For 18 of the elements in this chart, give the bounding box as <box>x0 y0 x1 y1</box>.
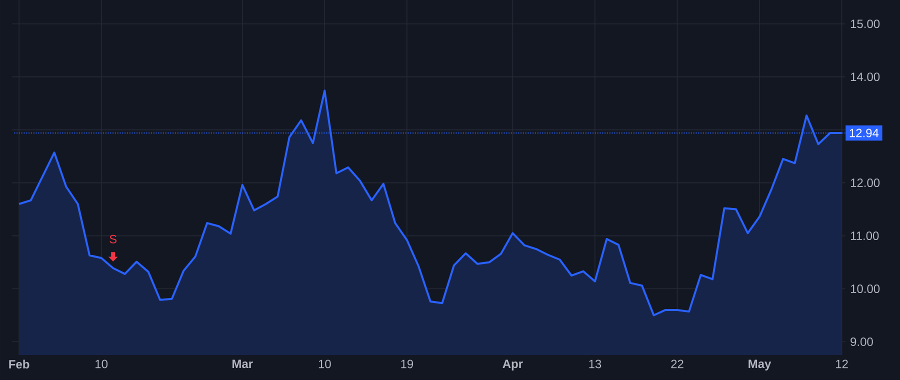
ref-line-label: 12.94 <box>850 128 879 138</box>
x-tick-label: 22 <box>671 360 684 368</box>
annotation: S <box>110 234 117 244</box>
x-tick-label: Feb <box>9 360 30 369</box>
x-tick-label: 19 <box>401 360 414 368</box>
y-tick-label: 15.00 <box>850 20 880 28</box>
y-tick-label: 9.00 <box>850 338 873 346</box>
y-tick-label: 11.00 <box>850 232 879 240</box>
x-tick-label: 13 <box>589 360 602 368</box>
y-tick-label: 10.00 <box>850 284 880 294</box>
x-tick-label: 10 <box>96 360 108 368</box>
x-tick-label: Apr <box>502 360 523 370</box>
x-tick-label: 12 <box>836 360 848 368</box>
x-tick-label: Mar <box>232 360 253 368</box>
x-tick-label: May <box>748 360 772 370</box>
x-tick-label: 10 <box>318 360 331 368</box>
y-tick-label: 12.00 <box>850 178 880 188</box>
y-tick-label: 14.00 <box>850 72 880 82</box>
